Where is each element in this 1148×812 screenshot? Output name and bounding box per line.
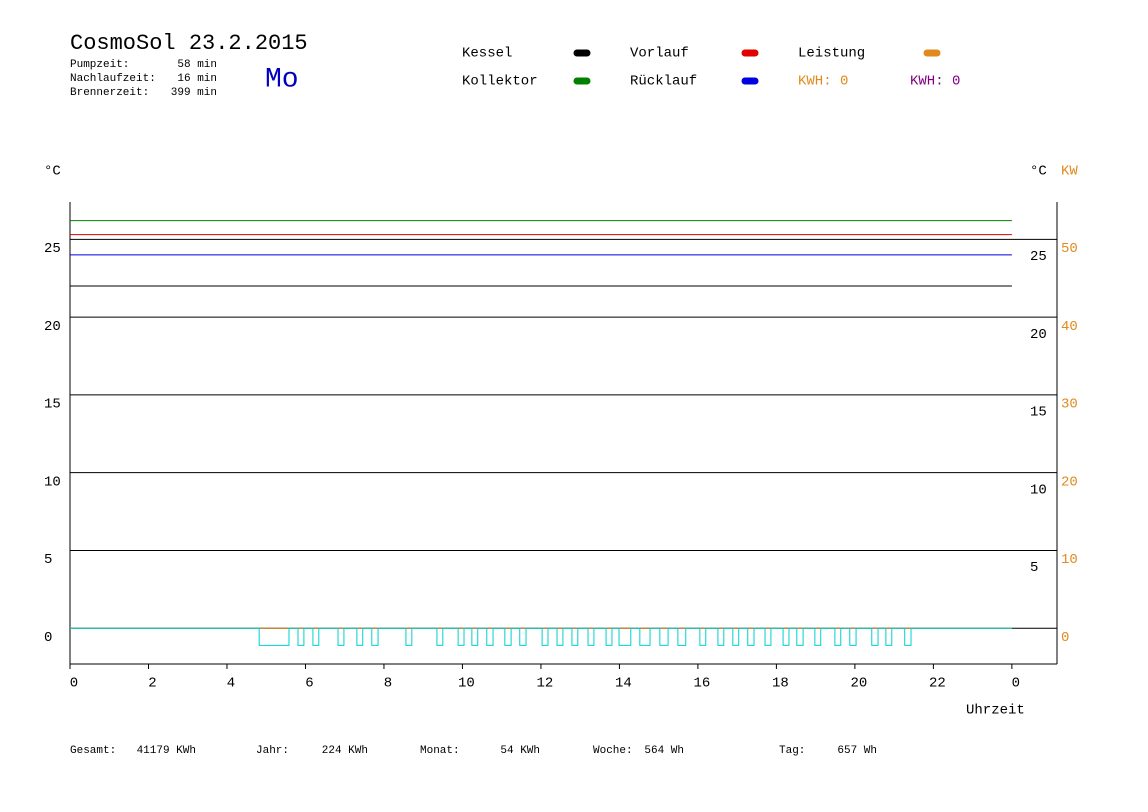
x-tick-label: 6 bbox=[305, 676, 313, 692]
y-right-tick-label: 10 bbox=[1030, 482, 1047, 498]
y2-tick-label: 0 bbox=[1061, 630, 1069, 646]
legend-label: Rücklauf bbox=[630, 74, 697, 90]
x-tick-label: 22 bbox=[929, 676, 946, 692]
stat-label: Pumpzeit: bbox=[70, 59, 129, 71]
stat-value: 399 min bbox=[171, 87, 217, 99]
x-tick-label: 16 bbox=[694, 676, 711, 692]
total-value: 224 KWh bbox=[322, 745, 368, 757]
total-label: Jahr: bbox=[256, 745, 289, 757]
x-tick-label: 20 bbox=[850, 676, 867, 692]
y2-tick-label: 50 bbox=[1061, 241, 1078, 257]
stat-value: 16 min bbox=[177, 73, 217, 85]
y-tick-label: 25 bbox=[44, 241, 61, 257]
x-tick-label: 18 bbox=[772, 676, 789, 692]
stat-label: Brennerzeit: bbox=[70, 87, 149, 99]
stat-label: Nachlaufzeit: bbox=[70, 73, 156, 85]
x-tick-label: 10 bbox=[458, 676, 475, 692]
total-label: Tag: bbox=[779, 745, 805, 757]
weekday: Mo bbox=[265, 64, 299, 95]
y-right-tick-label: 15 bbox=[1030, 405, 1047, 421]
total-value: 41179 KWh bbox=[137, 745, 196, 757]
total-value: 657 Wh bbox=[837, 745, 877, 757]
total-label: Monat: bbox=[420, 745, 460, 757]
kwh-label: KWH: 0 bbox=[910, 74, 960, 90]
y-tick-label: 20 bbox=[44, 319, 61, 335]
y2-tick-label: 10 bbox=[1061, 552, 1078, 568]
legend-label: Kessel bbox=[462, 46, 512, 62]
kwh-label: KWH: 0 bbox=[798, 74, 848, 90]
total-label: Gesamt: bbox=[70, 745, 116, 757]
y-right-axis-label: °C bbox=[1030, 164, 1047, 180]
y2-tick-label: 40 bbox=[1061, 319, 1078, 335]
x-tick-label: 14 bbox=[615, 676, 632, 692]
x-tick-label: 2 bbox=[148, 676, 156, 692]
y-tick-label: 10 bbox=[44, 474, 61, 490]
total-value: 54 KWh bbox=[500, 745, 540, 757]
total-label: Woche: bbox=[593, 745, 633, 757]
x-axis-label: Uhrzeit bbox=[966, 703, 1025, 719]
y2-axis-label: KW bbox=[1061, 164, 1078, 180]
x-tick-label: 0 bbox=[1012, 676, 1020, 692]
y-tick-label: 5 bbox=[44, 552, 52, 568]
x-tick-label: 12 bbox=[537, 676, 554, 692]
series-line bbox=[70, 627, 1012, 646]
y-tick-label: 15 bbox=[44, 397, 61, 413]
y2-tick-label: 30 bbox=[1061, 397, 1078, 413]
stat-value: 58 min bbox=[177, 59, 217, 71]
y-right-tick-label: 5 bbox=[1030, 560, 1038, 576]
y-tick-label: 0 bbox=[44, 630, 52, 646]
y-axis-label: °C bbox=[44, 164, 61, 180]
y2-tick-label: 20 bbox=[1061, 474, 1078, 490]
x-tick-label: 0 bbox=[70, 676, 78, 692]
y-right-tick-label: 25 bbox=[1030, 249, 1047, 265]
chart-title: CosmoSol 23.2.2015 bbox=[70, 31, 308, 56]
x-tick-label: 8 bbox=[384, 676, 392, 692]
legend-label: Kollektor bbox=[462, 74, 538, 90]
x-tick-label: 4 bbox=[227, 676, 235, 692]
legend-label: Vorlauf bbox=[630, 46, 689, 62]
legend-label: Leistung bbox=[798, 46, 865, 62]
total-value: 564 Wh bbox=[644, 745, 684, 757]
y-right-tick-label: 20 bbox=[1030, 327, 1047, 343]
